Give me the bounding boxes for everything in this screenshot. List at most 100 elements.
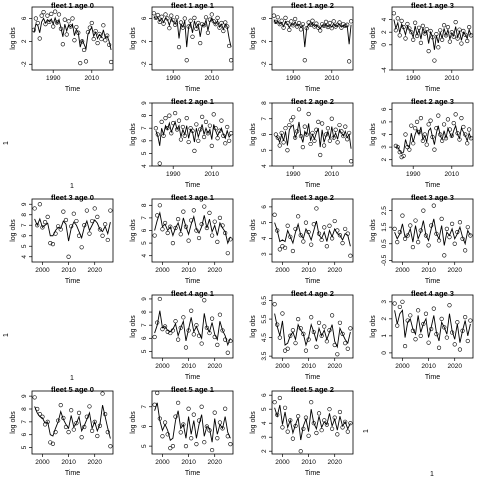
observation-point xyxy=(169,13,174,18)
observation-point xyxy=(42,422,48,427)
observation-point xyxy=(311,222,316,227)
x-tick-label: 1990 xyxy=(286,171,301,178)
observation-point xyxy=(430,35,435,40)
panel-title: fleet 3 age 1 xyxy=(171,193,214,202)
observation-point xyxy=(81,47,87,53)
x-axis-label: Time xyxy=(185,278,200,285)
observation-point xyxy=(324,244,329,249)
observation-point xyxy=(50,242,56,247)
observation-point xyxy=(273,132,278,137)
y-tick-label: 8 xyxy=(141,113,148,117)
observation-point xyxy=(50,441,56,446)
plot-frame xyxy=(151,390,234,455)
panel: fleet 3 age 0 2000 2010 2020 4 5 6 7 8 9 Time log o… xyxy=(10,193,114,285)
fitted-line xyxy=(273,19,352,48)
panel-title: fleet 1 age 1 xyxy=(171,1,214,10)
x-axis-label: Time xyxy=(65,86,80,93)
y-axis-label: log obs xyxy=(370,315,377,338)
observation-point xyxy=(397,230,402,235)
fitted-line xyxy=(154,402,231,443)
observation-point xyxy=(439,316,444,321)
observation-point xyxy=(438,28,443,33)
plot-frame xyxy=(31,198,114,263)
y-tick-label: 8 xyxy=(141,310,148,314)
observation-point xyxy=(444,226,449,231)
plot-frame xyxy=(271,390,354,455)
observation-point xyxy=(312,24,317,29)
observation-point xyxy=(397,304,402,310)
x-tick-label: 2020 xyxy=(87,459,102,466)
observation-point xyxy=(443,136,449,141)
observation-point xyxy=(316,119,321,124)
observation-point xyxy=(319,333,324,338)
panel: 11 xyxy=(3,141,74,190)
observation-point xyxy=(196,235,202,241)
observation-point xyxy=(319,237,324,243)
y-tick-label: 2 xyxy=(141,39,148,43)
observation-point xyxy=(318,152,323,158)
x-tick-label: 2020 xyxy=(327,363,342,370)
observation-point xyxy=(335,432,340,437)
observation-point xyxy=(157,19,162,24)
observation-point xyxy=(83,59,89,64)
observation-point xyxy=(157,416,162,421)
observation-point xyxy=(198,127,203,132)
observation-point xyxy=(223,337,228,342)
observation-point xyxy=(178,20,184,25)
observation-point xyxy=(345,429,350,434)
y-tick-label: 5 xyxy=(141,151,148,155)
observation-point xyxy=(465,141,470,146)
observation-point xyxy=(152,233,157,238)
y-axis-label: log obs xyxy=(10,411,17,434)
observation-point xyxy=(277,22,282,27)
observation-point xyxy=(391,11,397,16)
y-axis-label: log obs xyxy=(370,123,377,146)
observation-point xyxy=(300,22,305,27)
observation-point xyxy=(196,20,201,26)
observation-point xyxy=(211,19,216,24)
observation-point xyxy=(428,28,433,34)
observation-point xyxy=(196,418,202,423)
x-axis-label: Time xyxy=(425,278,440,285)
x-tick-label: 2020 xyxy=(447,363,462,370)
plot-frame xyxy=(31,6,114,71)
y-axis-label: log obs xyxy=(130,315,137,338)
y-tick-label: 4 xyxy=(261,236,268,240)
observation-point xyxy=(309,315,314,320)
x-tick-label: 2000 xyxy=(275,459,290,466)
observation-point xyxy=(223,141,228,146)
observation-point xyxy=(199,222,204,227)
observation-point xyxy=(421,321,426,327)
observation-point xyxy=(420,138,425,143)
observation-point xyxy=(428,118,433,123)
observation-point xyxy=(418,116,424,121)
x-tick-label: 2010 xyxy=(85,75,100,82)
observation-point xyxy=(228,442,233,447)
observation-point xyxy=(168,330,173,336)
observation-point xyxy=(45,419,50,424)
x-tick-label: 1990 xyxy=(286,75,301,82)
observation-point xyxy=(58,26,64,31)
observation-point xyxy=(457,220,463,225)
observation-point xyxy=(298,326,303,331)
observation-point xyxy=(445,117,451,122)
fitted-line xyxy=(274,404,351,441)
observation-point xyxy=(414,119,420,124)
y-tick-label: 1 xyxy=(381,334,388,338)
x-tick-label: 1990 xyxy=(166,171,181,178)
x-tick-label: 2020 xyxy=(327,267,342,274)
observation-point xyxy=(202,298,207,303)
observation-point xyxy=(324,339,329,344)
fitted-line xyxy=(33,16,112,51)
y-tick-label: 6 xyxy=(141,228,148,232)
observation-point xyxy=(35,20,40,26)
observation-point xyxy=(303,348,309,353)
observation-point xyxy=(347,59,352,64)
x-axis-label: Time xyxy=(65,278,80,285)
observation-point xyxy=(219,20,224,26)
y-tick-label: 9 xyxy=(21,394,28,398)
observation-point xyxy=(289,118,294,123)
observation-point xyxy=(327,20,332,26)
observation-point xyxy=(337,320,343,325)
y-tick-label: 8 xyxy=(141,203,148,207)
